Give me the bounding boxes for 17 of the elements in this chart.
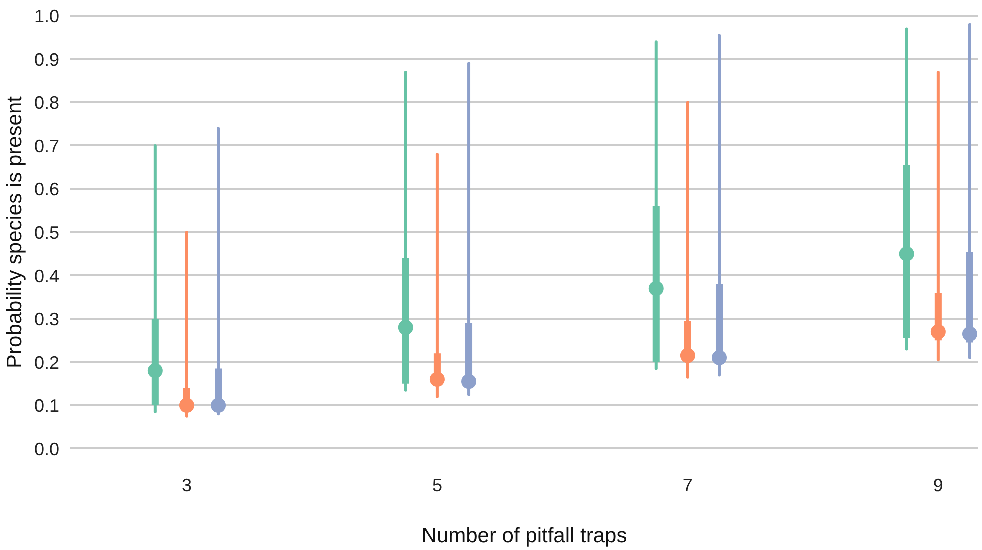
y-tick-label: 0.1 bbox=[34, 396, 60, 416]
y-axis-title: Probability species is present bbox=[3, 96, 26, 368]
y-tick-label: 0.2 bbox=[34, 352, 60, 373]
y-tick-label: 1.0 bbox=[34, 6, 60, 27]
x-tick-label: 7 bbox=[682, 476, 693, 496]
x-tick-label: 9 bbox=[933, 476, 944, 496]
x-tick-label: 3 bbox=[182, 476, 192, 496]
y-tick-label: 0.9 bbox=[34, 50, 60, 70]
y-tick-label: 0.6 bbox=[34, 180, 60, 200]
y-tick-label: 0.0 bbox=[34, 439, 60, 460]
y-tick-label: 0.3 bbox=[34, 310, 60, 330]
y-tick-label: 0.5 bbox=[34, 223, 60, 243]
y-tick-label: 0.8 bbox=[34, 93, 60, 114]
x-tick-label: 5 bbox=[432, 476, 442, 496]
y-tick-label: 0.4 bbox=[34, 266, 60, 286]
x-axis-title: Number of pitfall traps bbox=[422, 524, 628, 548]
y-tick-label: 0.7 bbox=[34, 136, 60, 156]
